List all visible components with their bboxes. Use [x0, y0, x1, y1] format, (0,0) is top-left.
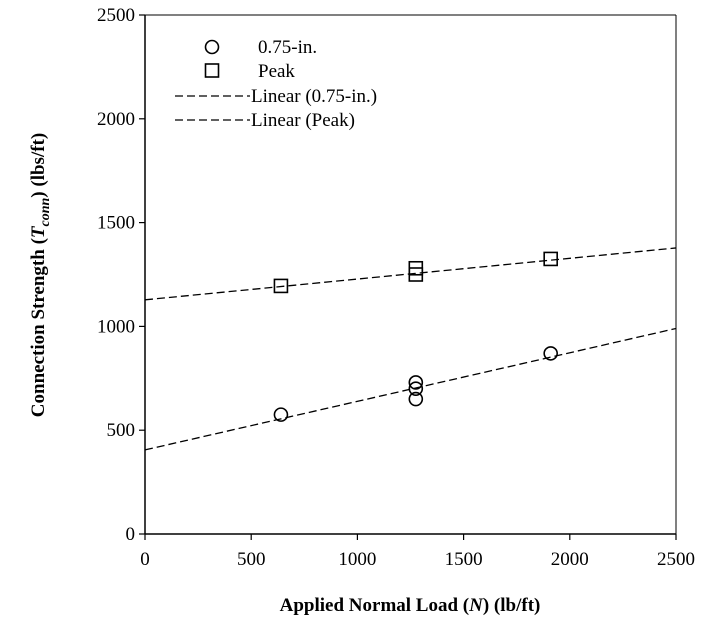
legend-label-trend-2: Linear (Peak): [251, 110, 355, 131]
x-axis-title: Applied Normal Load (N) (lb/ft): [280, 595, 541, 616]
x-axis-ticks: 0 500 1000 1500 2000 2500: [140, 534, 695, 570]
y-axis-title: Connection Strength (Tconn) (lbs/ft): [28, 133, 53, 417]
data-point-series-2: [273, 278, 289, 294]
x-tick-label: 500: [237, 549, 266, 570]
x-tick-label: 1000: [338, 549, 376, 570]
trendline-2: [144, 247, 677, 301]
y-tick-label: 500: [107, 420, 136, 441]
y-tick-label: 0: [126, 524, 136, 545]
legend-label-trend-1: Linear (0.75-in.): [251, 86, 377, 107]
data-point-series-1: [408, 375, 424, 390]
x-tick-label: 1500: [445, 549, 483, 570]
data-point-series-1: [273, 407, 289, 422]
data-point-series-2: [408, 260, 424, 276]
legend-label-series-2: Peak: [258, 61, 295, 82]
y-tick-label: 2000: [97, 109, 135, 130]
y-axis-ticks: 0 500 1000 1500 2000 2500: [97, 5, 145, 545]
data-point-series-1: [408, 381, 424, 396]
x-tick-label: 2000: [551, 549, 589, 570]
data-point-series-1: [408, 391, 424, 407]
data-markers: [273, 251, 558, 422]
plot-area: [144, 14, 677, 535]
x-tick-label: 2500: [657, 549, 695, 570]
data-point-series-2: [543, 251, 558, 267]
legend: 0.75-in. Peak Linear (0.75-in.) Linear (…: [175, 37, 377, 131]
y-tick-label: 1000: [97, 316, 135, 337]
data-point-series-1: [543, 346, 558, 361]
trendline-1: [144, 327, 677, 451]
y-tick-label: 1500: [97, 213, 135, 234]
trendlines: [144, 247, 677, 451]
legend-circle-marker: [204, 39, 220, 55]
y-tick-label: 2500: [97, 5, 135, 26]
legend-square-marker: [204, 63, 220, 78]
x-tick-label: 0: [140, 549, 150, 570]
legend-label-series-1: 0.75-in.: [258, 37, 317, 58]
